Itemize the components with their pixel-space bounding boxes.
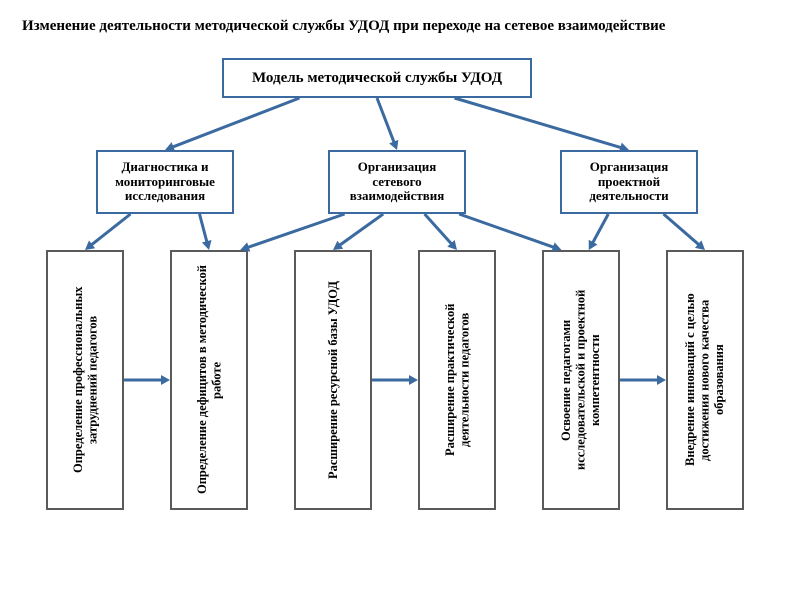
node-leaf-1-label: Определение профессиональных затруднений…	[71, 265, 100, 495]
node-leaf-6-label: Внедрение инноваций с целью достижения н…	[683, 265, 726, 495]
node-leaf-3: Расширение ресурсной базы УДОД	[294, 250, 372, 510]
node-mid-1-label: Диагностика и мониторинговые исследовани…	[104, 160, 226, 205]
node-leaf-4-label: Расширение практической деятельности пед…	[443, 265, 472, 495]
page-title: Изменение деятельности методической служ…	[22, 18, 778, 35]
node-leaf-2-label: Определение дефицитов в методической раб…	[195, 265, 224, 495]
node-leaf-1: Определение профессиональных затруднений…	[46, 250, 124, 510]
node-mid-1: Диагностика и мониторинговые исследовани…	[96, 150, 234, 214]
node-leaf-2: Определение дефицитов в методической раб…	[170, 250, 248, 510]
node-mid-3-label: Организация проектной деятельности	[568, 160, 690, 205]
node-root: Модель методической службы УДОД	[222, 58, 532, 98]
node-leaf-3-label: Расширение ресурсной базы УДОД	[326, 281, 340, 479]
node-leaf-4: Расширение практической деятельности пед…	[418, 250, 496, 510]
diagram-canvas: Изменение деятельности методической служ…	[0, 0, 800, 600]
node-mid-2: Организация сетевого взаимодействия	[328, 150, 466, 214]
node-mid-3: Организация проектной деятельности	[560, 150, 698, 214]
node-leaf-5-label: Освоение педагогами исследовательской и …	[559, 265, 602, 495]
node-mid-2-label: Организация сетевого взаимодействия	[336, 160, 458, 205]
node-leaf-5: Освоение педагогами исследовательской и …	[542, 250, 620, 510]
node-root-label: Модель методической службы УДОД	[252, 70, 502, 87]
node-leaf-6: Внедрение инноваций с целью достижения н…	[666, 250, 744, 510]
